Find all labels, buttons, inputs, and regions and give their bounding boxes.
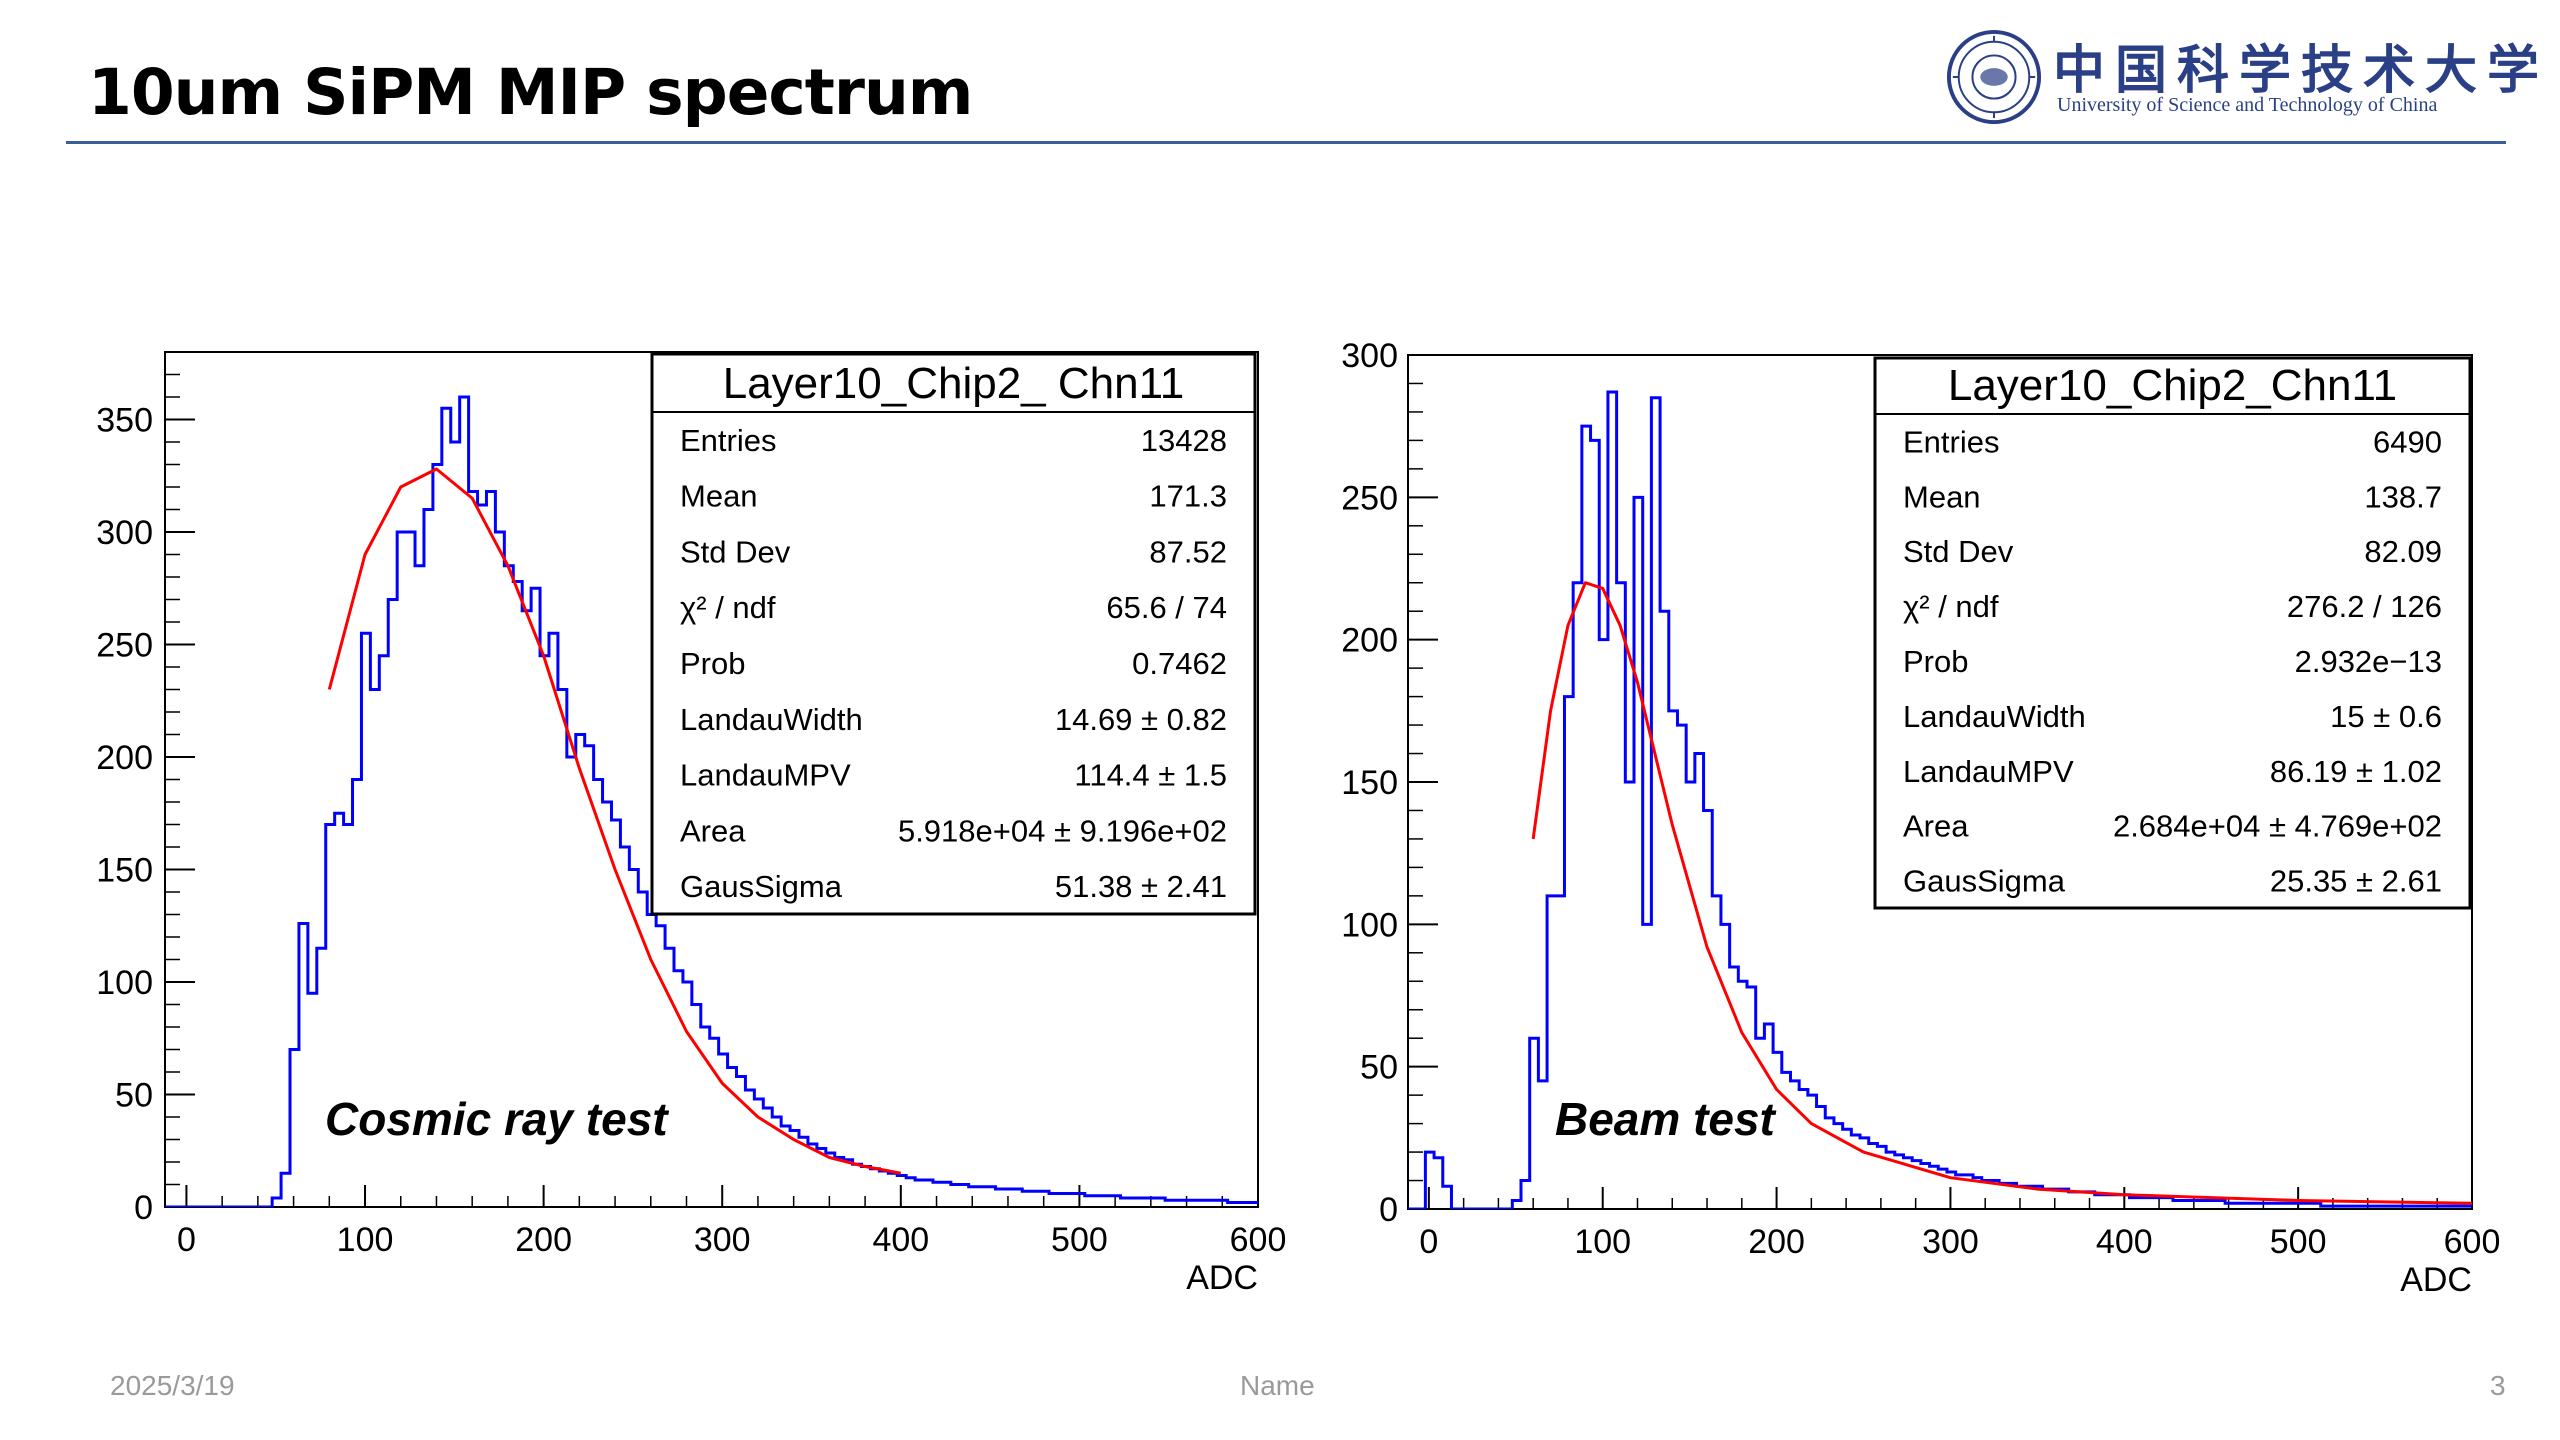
stats-row-value: 13428 xyxy=(1141,423,1227,458)
stats-row-label: Prob xyxy=(1903,644,1968,679)
logo-english-text: University of Science and Technology of … xyxy=(2057,94,2438,116)
stats-row-value: 2.684e+04 ± 4.769e+02 xyxy=(2113,809,2442,844)
y-tick-label: 350 xyxy=(96,402,153,440)
stats-row-label: Std Dev xyxy=(680,534,791,569)
footer-page-number: 3 xyxy=(2490,1370,2506,1401)
stats-row-value: 15 ± 0.6 xyxy=(2330,699,2442,734)
stats-row-label: LandauMPV xyxy=(680,758,851,793)
stats-box xyxy=(650,352,1257,916)
university-logo: 中国科学技术大学 University of Science and Techn… xyxy=(1945,28,2539,128)
stats-row-label: Area xyxy=(1903,809,1969,844)
chart-annotation: Cosmic ray test xyxy=(325,1093,669,1145)
y-tick-label: 100 xyxy=(1341,906,1398,944)
x-tick-label: 100 xyxy=(1574,1223,1631,1261)
stats-row-value: 82.09 xyxy=(2364,534,2442,569)
y-tick-label: 200 xyxy=(1341,622,1398,660)
stats-row-label: LandauWidth xyxy=(1903,699,2086,734)
y-tick-label: 300 xyxy=(96,514,153,552)
stats-row-label: GausSigma xyxy=(1903,864,2066,899)
stats-row-value: 114.4 ± 1.5 xyxy=(1074,758,1227,793)
histogram-series xyxy=(165,395,1258,1207)
x-tick-label: 300 xyxy=(1922,1223,1979,1261)
x-tick-label: 400 xyxy=(872,1221,929,1259)
stats-row-value: 171.3 xyxy=(1149,479,1227,514)
y-tick-label: 300 xyxy=(1341,337,1398,375)
stats-row-value: 5.918e+04 ± 9.196e+02 xyxy=(898,813,1227,848)
stats-box-title: Layer10_Chip2_Chn11 xyxy=(1948,361,2397,410)
seal-icon xyxy=(1946,29,2042,125)
y-tick-label: 250 xyxy=(96,627,153,665)
x-axis-label: ADC xyxy=(2400,1261,2472,1299)
stats-row-value: 138.7 xyxy=(2364,479,2442,514)
stats-row-label: Entries xyxy=(1903,424,1999,459)
stats-row-value: 2.932e−13 xyxy=(2295,644,2442,679)
x-tick-label: 400 xyxy=(2096,1223,2153,1261)
x-tick-label: 500 xyxy=(2270,1223,2327,1261)
x-tick-label: 600 xyxy=(1230,1221,1287,1259)
stats-row-value: 0.7462 xyxy=(1132,646,1227,681)
y-tick-label: 0 xyxy=(134,1189,153,1227)
y-tick-label: 250 xyxy=(1341,479,1398,517)
x-tick-label: 0 xyxy=(177,1221,196,1259)
histogram-series xyxy=(1408,390,2472,1209)
y-tick-label: 200 xyxy=(96,739,153,777)
y-tick-label: 150 xyxy=(96,852,153,890)
stats-box-title: Layer10_Chip2_ Chn11 xyxy=(723,359,1185,408)
y-tick-label: 100 xyxy=(96,964,153,1002)
stats-row-label: Area xyxy=(680,813,746,848)
x-tick-label: 300 xyxy=(694,1221,751,1259)
y-tick-label: 150 xyxy=(1341,764,1398,802)
stats-row-value: 65.6 / 74 xyxy=(1106,590,1227,625)
fit-curve xyxy=(327,467,902,1175)
stats-row-value: 14.69 ± 0.82 xyxy=(1055,702,1227,737)
fit-curve xyxy=(1531,581,2473,1205)
chart-annotation: Beam test xyxy=(1555,1093,1777,1145)
x-tick-label: 200 xyxy=(1748,1223,1805,1261)
stats-row-label: LandauMPV xyxy=(1903,754,2074,789)
title-rule xyxy=(66,141,2506,144)
x-tick-label: 0 xyxy=(1419,1223,1438,1261)
stats-row-label: Entries xyxy=(680,423,776,458)
stats-row-value: 86.19 ± 1.02 xyxy=(2270,754,2442,789)
footer-name: Name xyxy=(1240,1370,1315,1401)
stats-row-label: χ² / ndf xyxy=(680,590,776,625)
stats-row-label: χ² / ndf xyxy=(1903,589,1999,624)
stats-row-value: 25.35 ± 2.61 xyxy=(2270,864,2442,899)
stats-row-value: 51.38 ± 2.41 xyxy=(1055,869,1227,904)
slide-title: 10um SiPM MIP spectrum xyxy=(88,56,973,129)
y-tick-label: 50 xyxy=(1360,1049,1398,1087)
x-axis-label: ADC xyxy=(1186,1259,1258,1297)
logo-chinese-text: 中国科学技术大学 xyxy=(2053,40,2550,101)
y-tick-label: 50 xyxy=(115,1077,153,1115)
cosmic-ray-histogram: 0 100 200 300 400 500 600 0 50 100 150 200 250 300 350… xyxy=(96,351,1287,1297)
stats-row-label: Mean xyxy=(1903,479,1981,514)
stats-row-label: Prob xyxy=(680,646,745,681)
stats-row-value: 6490 xyxy=(2373,424,2442,459)
y-tick-label: 0 xyxy=(1379,1191,1398,1229)
stats-row-value: 87.52 xyxy=(1149,534,1227,569)
stats-row-label: LandauWidth xyxy=(680,702,863,737)
x-tick-label: 200 xyxy=(515,1221,572,1259)
stats-row-label: Mean xyxy=(680,479,758,514)
beam-test-histogram: 0 100 200 300 400 500 600 0 50 100 150 200 250 300 ADC… xyxy=(1341,337,2501,1299)
x-tick-label: 100 xyxy=(337,1221,394,1259)
x-tick-label: 500 xyxy=(1051,1221,1108,1259)
stats-row-label: Std Dev xyxy=(1903,534,2014,569)
footer-date: 2025/3/19 xyxy=(110,1370,235,1401)
stats-row-label: GausSigma xyxy=(680,869,843,904)
x-tick-label: 600 xyxy=(2444,1223,2501,1261)
stats-box xyxy=(1873,356,2472,910)
stats-row-value: 276.2 / 126 xyxy=(2287,589,2442,624)
